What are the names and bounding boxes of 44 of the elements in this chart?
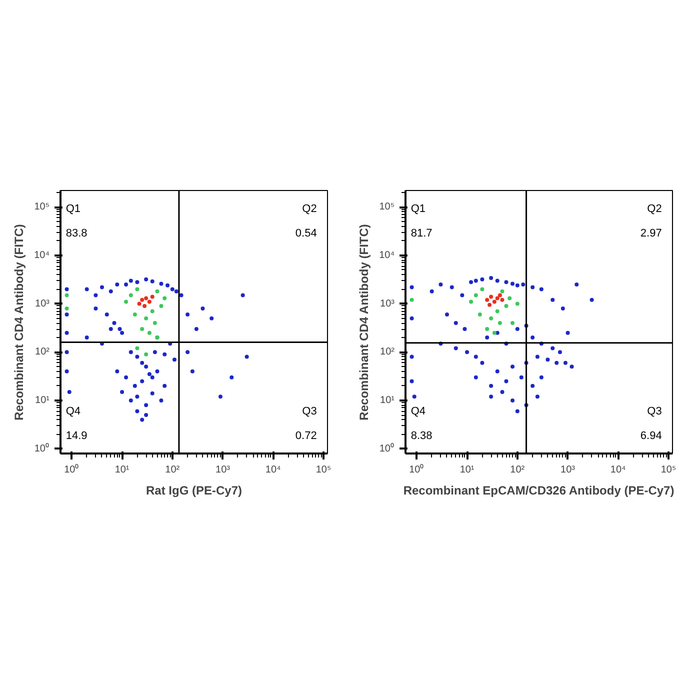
annotation: 0.54: [295, 228, 317, 240]
annotation: 83.8: [66, 228, 88, 240]
annotation: 2.97: [640, 228, 662, 240]
x-tick-label: 10⁵: [660, 464, 676, 476]
annotation: 14.9: [66, 430, 88, 442]
annotation: Q1: [410, 202, 426, 215]
annotation: Q2: [302, 202, 317, 215]
annotation: Q2: [647, 202, 662, 215]
y-tick-label: 10¹: [380, 394, 396, 406]
annotation: Q4: [66, 405, 81, 418]
y-tick-label: 10²: [35, 346, 50, 358]
x-tick-label: 10²: [165, 464, 180, 476]
annotation: 0.72: [295, 430, 317, 442]
x-tick-label: 10³: [216, 464, 231, 476]
x-tick-label: 10¹: [114, 464, 130, 476]
y-tick-label: 10³: [380, 298, 396, 310]
annotation: Q1: [66, 202, 81, 215]
annotation: Q3: [647, 405, 662, 418]
y-tick-label: 10¹: [35, 394, 50, 406]
x-tick-label: 10⁰: [409, 464, 424, 476]
annotation: Q4: [410, 405, 426, 418]
x-tick-label: 10³: [560, 464, 576, 476]
x-tick-label: 10²: [510, 464, 526, 476]
annotation: 81.7: [410, 228, 432, 240]
y-tick-label: 10³: [35, 298, 50, 310]
y-tick-label: 10⁰: [34, 442, 50, 454]
annotation: 8.38: [410, 430, 432, 442]
x-axis-title: Rat IgG (PE-Cy7): [146, 484, 242, 498]
x-tick-label: 10⁴: [265, 464, 281, 476]
x-axis-title: Recombinant EpCAM/CD326 Antibody (PE-Cy7): [403, 484, 674, 498]
y-tick-label: 10⁰: [379, 442, 394, 454]
x-tick-label: 10¹: [460, 464, 475, 476]
y-tick-label: 10⁴: [34, 250, 50, 261]
y-tick-label: 10⁴: [379, 250, 394, 261]
y-tick-label: 10²: [380, 346, 396, 358]
y-tick-label: 10⁵: [34, 202, 50, 213]
y-axis-title: Recombinant CD4 Antibody (FITC): [12, 224, 26, 420]
y-tick-label: 10⁵: [379, 202, 395, 213]
x-tick-label: 10⁰: [64, 464, 80, 476]
annotation: 6.94: [640, 430, 662, 442]
y-axis-title: Recombinant CD4 Antibody (FITC): [357, 224, 372, 420]
x-tick-label: 10⁴: [610, 464, 626, 476]
x-tick-label: 10⁵: [316, 464, 332, 476]
annotation: Q3: [302, 405, 317, 418]
